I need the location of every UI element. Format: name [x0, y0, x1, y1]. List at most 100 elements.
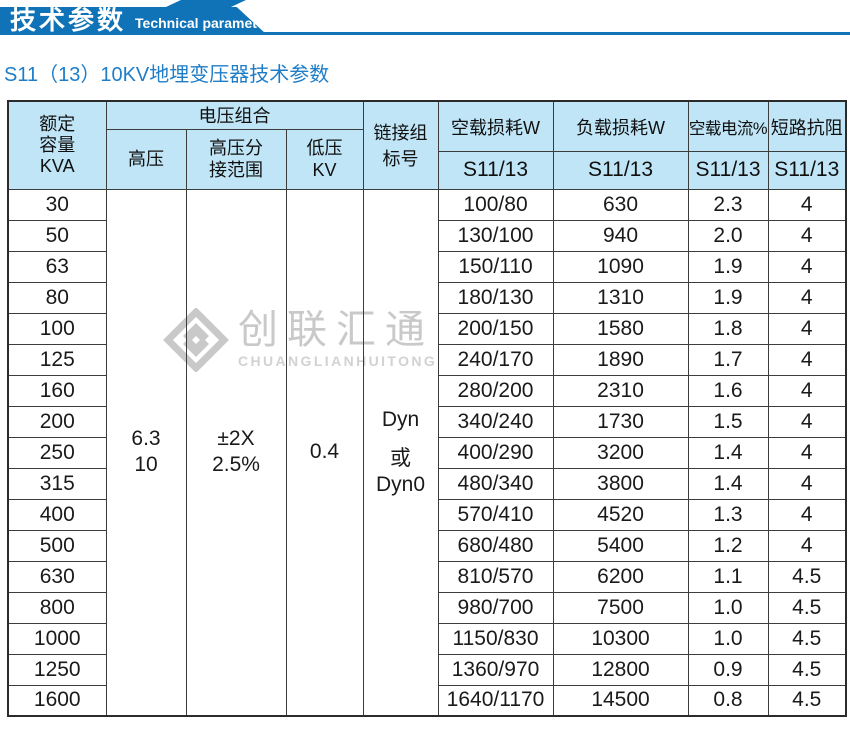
- cell-vector-group-merged: Dyn 或 Dyn0: [362, 188, 439, 717]
- parameters-table: 额定 容量 KVA 电压组合 链接组 标号 空载损耗W S11/13 负载损耗W: [7, 100, 848, 717]
- header-series: S11/13: [695, 158, 761, 182]
- cell-rated-capacity: 500: [7, 529, 107, 562]
- header-line: 标号: [382, 149, 419, 170]
- header-line: KV: [312, 160, 337, 180]
- cell-rated-capacity: 30: [7, 188, 107, 221]
- header-impedance: 短路抗阻 S11/13: [767, 100, 847, 190]
- merged-line: 10: [134, 453, 158, 477]
- cell-no-load-loss: 130/100: [437, 219, 554, 252]
- merged-line: 2.5%: [212, 453, 260, 477]
- merged-line: Dyn: [381, 407, 420, 431]
- cell-no-load-current: 1.8: [687, 312, 769, 345]
- ribbon-band: 技术参数 Technical parameter: [0, 7, 266, 34]
- table-row: 400 570/410 4520 1.3 4: [7, 498, 847, 531]
- header-load-loss: 负载损耗W S11/13: [552, 100, 689, 190]
- header-line: 接范围: [209, 160, 263, 180]
- table-row: 50 130/100 940 2.0 4: [7, 219, 847, 252]
- cell-no-load-current: 1.0: [687, 622, 769, 655]
- table-body: 30 6.3 10 ±2X 2.5% 0.4 Dyn 或 Dyn0 100/80…: [7, 188, 847, 717]
- table-row: 80 180/130 1310 1.9 4: [7, 281, 847, 314]
- header-line: 额定: [39, 113, 76, 134]
- cell-no-load-loss: 1640/1170: [437, 684, 554, 717]
- cell-no-load-loss: 100/80: [437, 188, 554, 221]
- cell-load-loss: 6200: [552, 560, 689, 593]
- cell-no-load-current: 0.8: [687, 684, 769, 717]
- table-row: 315 480/340 3800 1.4 4: [7, 467, 847, 500]
- cell-rated-capacity: 125: [7, 343, 107, 376]
- cell-no-load-current: 1.4: [687, 467, 769, 500]
- cell-no-load-current: 1.4: [687, 436, 769, 469]
- section-title-cn: 技术参数: [10, 5, 127, 35]
- cell-hv-merged: 6.3 10: [105, 188, 187, 717]
- table-row: 100 200/150 1580 1.8 4: [7, 312, 847, 345]
- table-row: 800 980/700 7500 1.0 4.5: [7, 591, 847, 624]
- cell-no-load-current: 1.9: [687, 250, 769, 283]
- table-row: 1600 1640/1170 14500 0.8 4.5: [7, 684, 847, 717]
- cell-rated-capacity: 400: [7, 498, 107, 531]
- table-container: 创联汇通 CHUANGLIANHUITONG 额定 容量 KVA 电压组合: [7, 100, 848, 717]
- section-title-en: Technical parameter: [135, 15, 271, 31]
- cell-no-load-loss: 480/340: [437, 467, 554, 500]
- cell-load-loss: 1730: [552, 405, 689, 438]
- cell-no-load-loss: 340/240: [437, 405, 554, 438]
- cell-load-loss: 940: [552, 219, 689, 252]
- table-header: 额定 容量 KVA 电压组合 链接组 标号 空载损耗W S11/13 负载损耗W: [7, 100, 847, 190]
- header-tap-range: 高压分 接范围: [185, 128, 287, 190]
- header-line: 高压分: [209, 138, 263, 158]
- cell-rated-capacity: 630: [7, 560, 107, 593]
- cell-rated-capacity: 80: [7, 281, 107, 314]
- header-series: S11/13: [588, 158, 654, 182]
- cell-no-load-loss: 150/110: [437, 250, 554, 283]
- cell-load-loss: 1090: [552, 250, 689, 283]
- header-lv: 低压 KV: [285, 128, 364, 190]
- cell-rated-capacity: 1600: [7, 684, 107, 717]
- cell-load-loss: 1310: [552, 281, 689, 314]
- table-row: 30 6.3 10 ±2X 2.5% 0.4 Dyn 或 Dyn0 100/80…: [7, 188, 847, 717]
- header-line: 低压: [306, 138, 343, 158]
- page-title: S11（13）10KV地埋变压器技术参数: [4, 64, 330, 86]
- table-row: 500 680/480 5400 1.2 4: [7, 529, 847, 562]
- cell-no-load-loss: 1150/830: [437, 622, 554, 655]
- cell-impedance: 4: [767, 529, 847, 562]
- header-label: 负载损耗W: [554, 102, 688, 153]
- cell-impedance: 4.5: [767, 591, 847, 624]
- merged-line: 6.3: [131, 427, 161, 451]
- cell-impedance: 4: [767, 312, 847, 345]
- header-rated-capacity: 额定 容量 KVA: [7, 100, 107, 190]
- header-line: KVA: [39, 155, 75, 176]
- table-row: 1000 1150/830 10300 1.0 4.5: [7, 622, 847, 655]
- cell-rated-capacity: 63: [7, 250, 107, 283]
- cell-load-loss: 5400: [552, 529, 689, 562]
- cell-no-load-loss: 200/150: [437, 312, 554, 345]
- cell-no-load-loss: 810/570: [437, 560, 554, 593]
- cell-no-load-loss: 680/480: [437, 529, 554, 562]
- cell-impedance: 4: [767, 436, 847, 469]
- cell-load-loss: 3800: [552, 467, 689, 500]
- header-line: 链接组: [373, 123, 428, 144]
- cell-impedance: 4: [767, 281, 847, 314]
- cell-load-loss: 12800: [552, 653, 689, 686]
- cell-load-loss: 4520: [552, 498, 689, 531]
- cell-impedance: 4.5: [767, 653, 847, 686]
- cell-load-loss: 10300: [552, 622, 689, 655]
- cell-no-load-current: 1.0: [687, 591, 769, 624]
- cell-impedance: 4: [767, 498, 847, 531]
- cell-impedance: 4: [767, 188, 847, 221]
- cell-impedance: 4: [767, 374, 847, 407]
- merged-line: 或: [390, 446, 412, 470]
- cell-impedance: 4: [767, 405, 847, 438]
- cell-impedance: 4: [767, 219, 847, 252]
- cell-rated-capacity: 100: [7, 312, 107, 345]
- cell-no-load-current: 1.6: [687, 374, 769, 407]
- cell-impedance: 4.5: [767, 622, 847, 655]
- cell-impedance: 4.5: [767, 684, 847, 717]
- cell-load-loss: 14500: [552, 684, 689, 717]
- cell-no-load-loss: 280/200: [437, 374, 554, 407]
- table-row: 1250 1360/970 12800 0.9 4.5: [7, 653, 847, 686]
- cell-no-load-current: 1.1: [687, 560, 769, 593]
- header-line: 容量: [39, 134, 76, 155]
- cell-no-load-current: 1.9: [687, 281, 769, 314]
- cell-rated-capacity: 1250: [7, 653, 107, 686]
- cell-load-loss: 3200: [552, 436, 689, 469]
